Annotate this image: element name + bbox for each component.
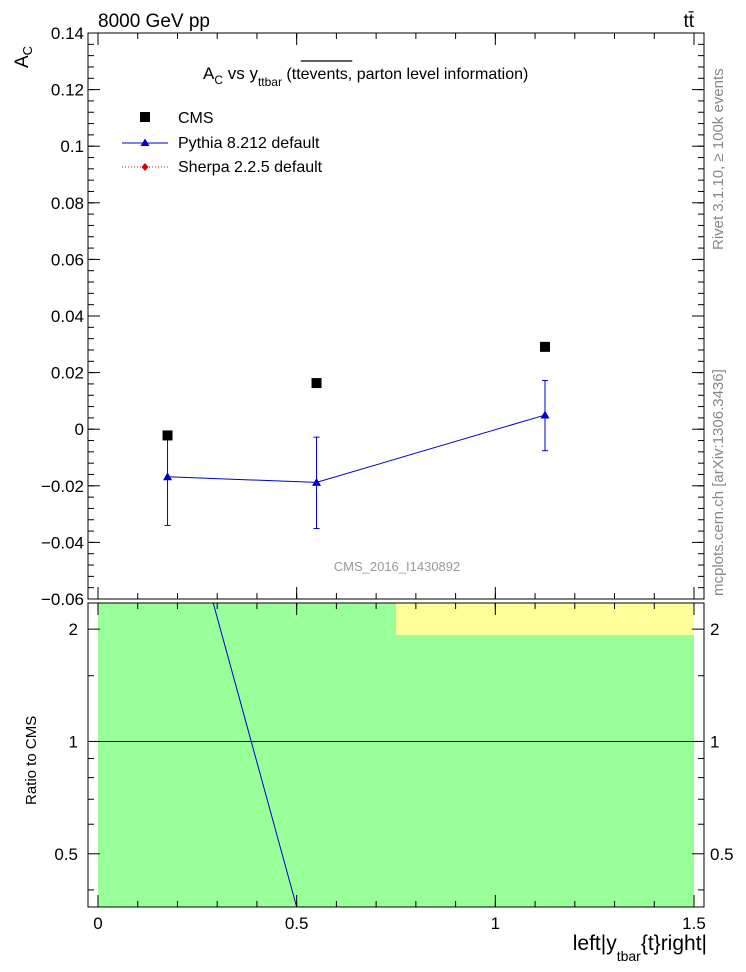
mcplots-label: mcplots.cern.ch [arXiv:1306.3436] bbox=[710, 369, 727, 596]
ratio-plot-marks bbox=[98, 602, 694, 908]
cms-point-1 bbox=[162, 430, 173, 441]
main-ytick-label-2: −0.02 bbox=[41, 477, 84, 496]
title-vs: vs y bbox=[223, 64, 258, 83]
x-tick-label-0: 0 bbox=[93, 914, 102, 933]
y-axis-label-main: A bbox=[12, 55, 33, 68]
ratio-band-2 bbox=[237, 603, 396, 907]
legend-pythia-marker bbox=[140, 138, 150, 146]
x-axis-label-b: {t}right| bbox=[641, 932, 707, 955]
analysis-watermark: CMS_2016_I1430892 bbox=[334, 559, 461, 574]
ratio-ytick-label-right-1: 1 bbox=[710, 732, 719, 751]
x-axis-label-a: left|y bbox=[573, 932, 617, 955]
axis-ticks: −0.06 −0.04 −0.02 0 0.02 0.04 0.06 0.08 0.1 0.12 0… bbox=[41, 24, 734, 933]
legend-sherpa-marker bbox=[141, 163, 149, 171]
chart-title: AC vs yttbar (ttevents, parton level inf… bbox=[203, 64, 528, 89]
x-tick-label-2: 1 bbox=[491, 914, 500, 933]
ratio-ytick-label-left-0: 0.5 bbox=[54, 845, 78, 864]
legend-sherpa-label: Sherpa 2.2.5 default bbox=[178, 159, 323, 176]
main-ytick-label-1: −0.04 bbox=[41, 533, 84, 552]
main-ytick-label-10: 0.14 bbox=[51, 24, 84, 43]
process-label: tt̄ bbox=[683, 11, 694, 32]
ratio-y-axis-label: Ratio to CMS bbox=[23, 716, 40, 805]
main-plot-marks bbox=[162, 341, 550, 530]
pythia-line bbox=[167, 414, 546, 483]
title-vs-sub: ttbar bbox=[258, 75, 282, 89]
main-ytick-label-6: 0.06 bbox=[51, 250, 84, 269]
pythia-point-3 bbox=[540, 410, 550, 419]
main-ytick-label-8: 0.1 bbox=[60, 137, 84, 156]
x-axis-label: left|ytbar{t}right| bbox=[573, 932, 707, 964]
ratio-band-3 bbox=[396, 634, 694, 907]
ratio-band-4 bbox=[396, 603, 694, 635]
cms-point-3 bbox=[540, 341, 550, 352]
x-tick-label-1: 0.5 bbox=[285, 914, 309, 933]
ratio-ytick-label-left-1: 1 bbox=[69, 732, 78, 751]
main-ytick-label-0: −0.06 bbox=[41, 590, 84, 609]
cms-point-2 bbox=[311, 378, 322, 389]
ratio-pythia-line bbox=[212, 602, 298, 908]
main-ytick-label-9: 0.12 bbox=[51, 81, 84, 100]
title-overlined: events, bbox=[301, 66, 353, 83]
x-tick-label-3: 1.5 bbox=[682, 914, 706, 933]
legend: CMS Pythia 8.212 default Sherpa 2.2.5 de… bbox=[122, 110, 323, 176]
title-main-sub: C bbox=[214, 73, 223, 87]
ratio-frame bbox=[87, 602, 705, 908]
x-axis-label-sub: tbar bbox=[617, 948, 641, 964]
energy-label: 8000 GeV pp bbox=[98, 11, 210, 32]
title-main: A bbox=[203, 64, 215, 83]
main-ytick-label-3: 0 bbox=[75, 420, 84, 439]
main-ytick-label-7: 0.08 bbox=[51, 194, 84, 213]
main-ytick-label-4: 0.02 bbox=[51, 364, 84, 383]
y-axis-label-sub: C bbox=[20, 46, 35, 55]
pythia-point-2 bbox=[312, 477, 322, 486]
ratio-ytick-label-right-0: 0.5 bbox=[710, 845, 734, 864]
ratio-ytick-label-right-2: 2 bbox=[710, 620, 719, 639]
main-ytick-label-5: 0.04 bbox=[51, 307, 84, 326]
ratio-bands bbox=[98, 603, 694, 907]
ratio-ytick-label-left-2: 2 bbox=[69, 620, 78, 639]
ratio-band-1 bbox=[98, 603, 238, 907]
pythia-point-1 bbox=[163, 472, 173, 481]
title-paren-open: (tt bbox=[282, 66, 301, 83]
legend-cms-label: CMS bbox=[178, 110, 214, 127]
legend-pythia-label: Pythia 8.212 default bbox=[178, 135, 320, 152]
title-paren-rest: parton level information) bbox=[352, 66, 528, 83]
rivet-label: Rivet 3.1.10, ≥ 100k events bbox=[710, 68, 727, 250]
y-axis-label: AC bbox=[12, 46, 35, 68]
legend-cms-marker bbox=[140, 112, 150, 122]
